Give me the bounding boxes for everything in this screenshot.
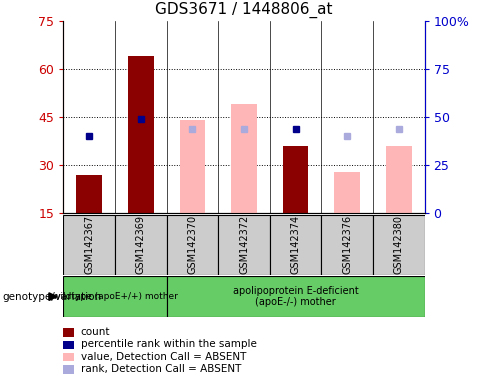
Text: GSM142372: GSM142372 (239, 215, 249, 275)
Text: count: count (81, 327, 110, 337)
Text: GSM142374: GSM142374 (290, 215, 301, 274)
Bar (231, 104, 257, 213)
Text: GSM142367: GSM142367 (84, 215, 94, 274)
Bar (180, 120, 205, 213)
Text: GSM142380: GSM142380 (394, 215, 404, 274)
Text: rank, Detection Call = ABSENT: rank, Detection Call = ABSENT (81, 364, 241, 374)
Text: wildtype (apoE+/+) mother: wildtype (apoE+/+) mother (53, 292, 178, 301)
Text: genotype/variation: genotype/variation (2, 291, 102, 302)
Bar (334, 172, 360, 213)
Bar (76, 175, 102, 213)
Text: GSM142370: GSM142370 (187, 215, 198, 274)
Bar (115, 215, 166, 275)
Bar (63, 215, 115, 275)
Bar (63, 276, 166, 317)
Bar (218, 215, 270, 275)
Text: GSM142376: GSM142376 (342, 215, 352, 274)
Bar (386, 146, 412, 213)
Text: apolipoprotein E-deficient
(apoE-/-) mother: apolipoprotein E-deficient (apoE-/-) mot… (233, 286, 359, 308)
Title: GDS3671 / 1448806_at: GDS3671 / 1448806_at (155, 2, 333, 18)
Text: percentile rank within the sample: percentile rank within the sample (81, 339, 256, 349)
Text: value, Detection Call = ABSENT: value, Detection Call = ABSENT (81, 352, 246, 362)
Bar (373, 215, 425, 275)
Bar (270, 215, 322, 275)
Bar (322, 215, 373, 275)
Bar (166, 215, 218, 275)
Text: GSM142369: GSM142369 (136, 215, 146, 274)
Bar (166, 276, 425, 317)
Bar (283, 146, 308, 213)
Bar (128, 56, 154, 213)
